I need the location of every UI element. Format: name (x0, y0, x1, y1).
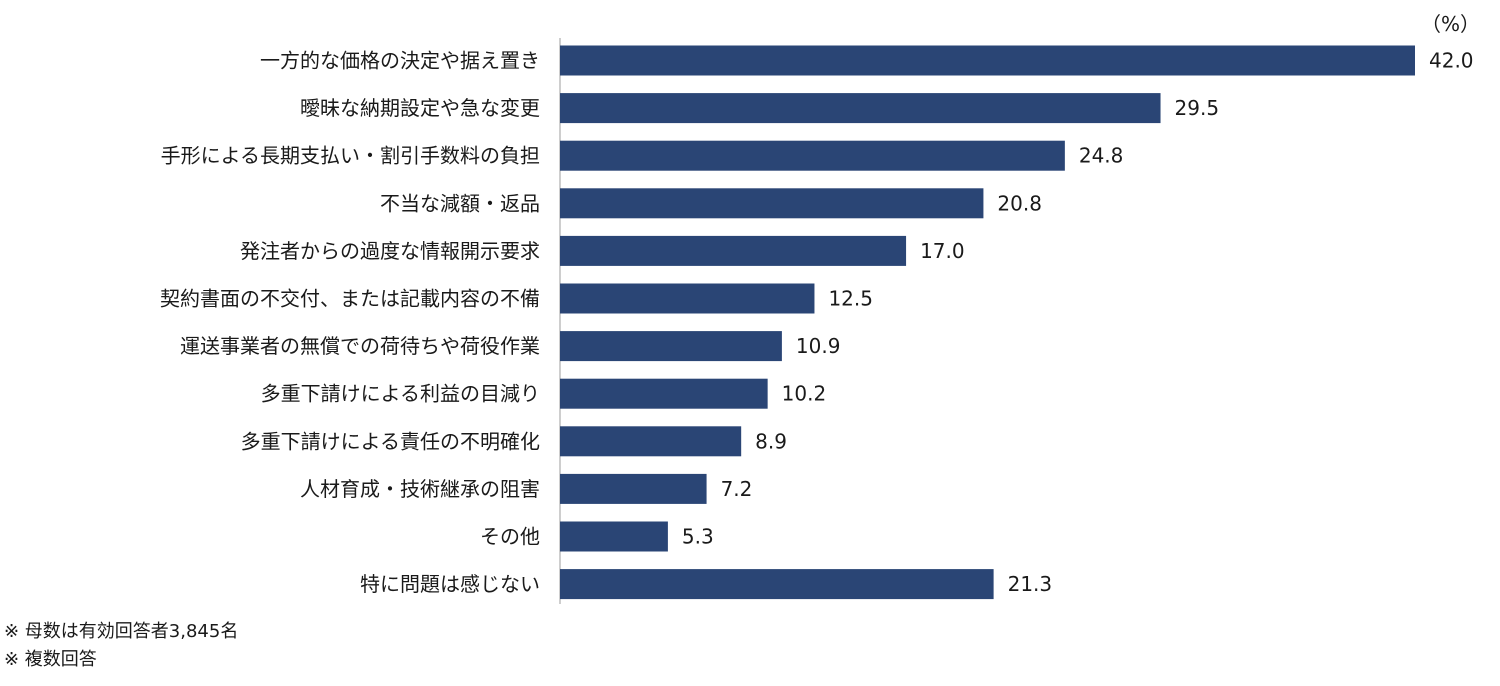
category-label: 不当な減額・返品 (380, 191, 540, 215)
category-label: 契約書面の不交付、または記載内容の不備 (160, 287, 540, 311)
bar (560, 378, 768, 409)
value-label: 21.3 (1008, 572, 1053, 596)
value-label: 10.2 (782, 382, 827, 406)
bar (560, 188, 984, 219)
bar-chart: 一方的な価格の決定や据え置き 42.0 曖昧な納期設定や急な変更 29.5 手形による長… (160, 38, 1474, 604)
unit-label: （%） (1420, 12, 1480, 36)
bar (560, 93, 1161, 124)
bar (560, 283, 815, 314)
footnotes: ※ 母数は有効回答者3,845名 ※ 複数回答 (4, 618, 238, 674)
value-label: 29.5 (1175, 96, 1220, 120)
value-label: 10.9 (796, 334, 841, 358)
footnote-sample-size: ※ 母数は有効回答者3,845名 (4, 621, 239, 642)
category-label: 運送事業者の無償での荷待ちや荷役作業 (180, 334, 540, 358)
bar (560, 45, 1415, 76)
footnote-multiple-answers: ※ 複数回答 (4, 649, 97, 670)
value-label: 42.0 (1429, 49, 1474, 73)
value-label: 17.0 (920, 239, 965, 263)
bar (560, 473, 707, 504)
value-label: 24.8 (1079, 144, 1124, 168)
bar (560, 426, 742, 457)
category-label: 手形による長期支払い・割引手数料の負担 (161, 144, 540, 168)
category-label: 曖昧な納期設定や急な変更 (300, 96, 540, 120)
category-label: 特に問題は感じない (360, 572, 540, 596)
value-label: 5.3 (682, 525, 714, 549)
bar (560, 140, 1065, 171)
bar (560, 521, 668, 552)
category-label: 人材育成・技術継承の阻害 (300, 477, 540, 501)
bar (560, 331, 782, 362)
bar (560, 569, 994, 600)
value-label: 12.5 (828, 287, 873, 311)
value-label: 7.2 (721, 477, 753, 501)
bar (560, 235, 907, 266)
value-label: 8.9 (755, 429, 787, 453)
category-label: 発注者からの過度な情報開示要求 (240, 239, 540, 263)
category-label: 多重下請けによる責任の不明確化 (241, 429, 540, 453)
category-label: 多重下請けによる利益の目減り (261, 382, 540, 406)
value-label: 20.8 (997, 191, 1042, 215)
category-label: 一方的な価格の決定や据え置き (260, 49, 540, 73)
category-label: その他 (480, 525, 540, 549)
